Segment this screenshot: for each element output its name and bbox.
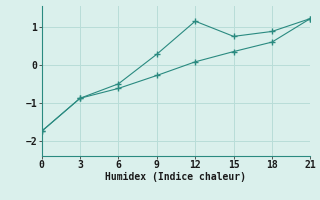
X-axis label: Humidex (Indice chaleur): Humidex (Indice chaleur)	[106, 172, 246, 182]
